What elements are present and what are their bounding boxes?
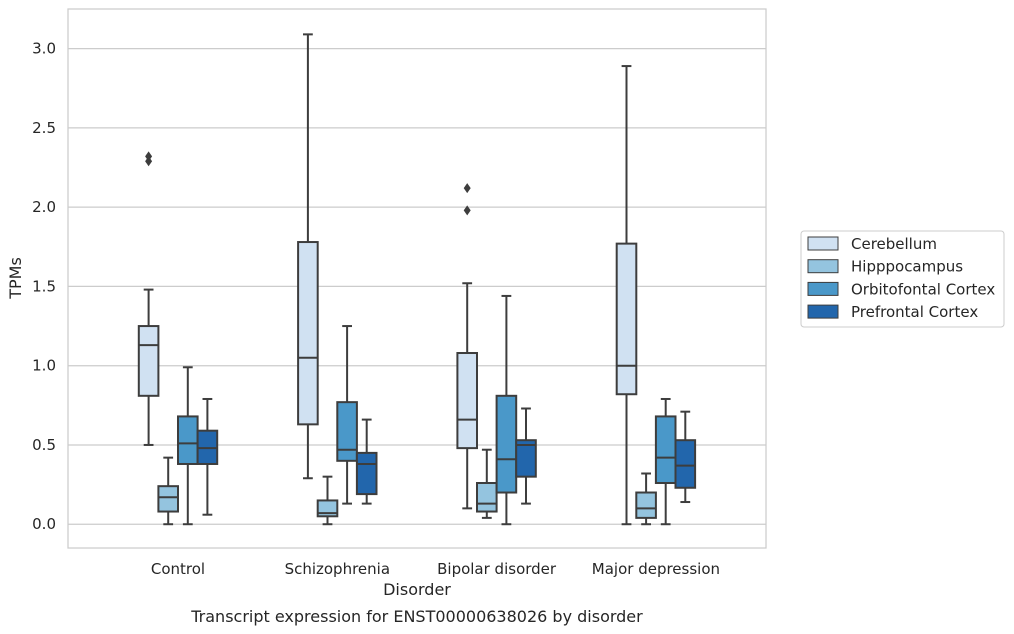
box-iqr	[635, 491, 657, 519]
legend: Cerebellum Hipppocampus Orbitofontal Corte…	[800, 230, 1005, 328]
y-tick-label: 1.0	[32, 357, 56, 375]
box-iqr	[654, 415, 677, 485]
boxes	[137, 33, 697, 526]
chart-caption: Transcript expression for ENST0000063802…	[190, 607, 643, 626]
box-iqr	[297, 241, 319, 426]
box-iqr	[495, 394, 518, 494]
box-1-2	[336, 325, 358, 505]
box-iqr	[177, 415, 199, 465]
y-tick-label: 1.5	[32, 277, 56, 295]
box-3-0	[615, 65, 638, 526]
box-iqr	[515, 439, 537, 478]
box-iqr	[336, 401, 358, 462]
y-tick-label: 3.0	[32, 40, 56, 58]
x-tick-label: Schizophrenia	[285, 560, 390, 578]
box-iqr	[476, 482, 498, 513]
box-0-3	[196, 397, 219, 516]
box-iqr	[157, 485, 179, 513]
outlier-point	[463, 205, 471, 216]
box-0-1	[157, 456, 179, 526]
y-tick-label: 0.5	[32, 436, 56, 454]
y-tick-labels: 0.0 0.5 1.0 1.5 2.0 2.5 3.0	[32, 40, 56, 534]
box-iqr	[615, 242, 638, 396]
box-2-3	[515, 407, 537, 505]
y-tick-label: 2.0	[32, 198, 56, 216]
legend-label: Orbitofontal Cortex	[851, 280, 995, 298]
legend-label: Hipppocampus	[851, 258, 963, 276]
outlier-point	[463, 183, 471, 194]
y-tick-label: 2.5	[32, 119, 56, 137]
box-1-3	[355, 418, 378, 505]
x-tick-label: Control	[151, 560, 205, 578]
legend-swatch	[807, 281, 839, 296]
box-3-3	[674, 410, 697, 504]
box-0-0	[137, 151, 160, 446]
legend-frame	[800, 230, 1005, 328]
legend-label: Cerebellum	[851, 235, 937, 253]
y-tick-label: 0.0	[32, 515, 56, 533]
box-2-1	[476, 448, 498, 519]
legend-swatch	[807, 259, 839, 274]
box-1-0	[297, 33, 319, 480]
box-iqr	[674, 439, 697, 489]
box-iqr	[456, 352, 478, 450]
x-tick-label: Bipolar disorder	[437, 560, 557, 578]
outlier-point	[145, 151, 153, 162]
box-2-0	[456, 183, 478, 510]
x-tick-label: Major depression	[592, 560, 720, 578]
legend-label: Prefrontal Cortex	[851, 303, 978, 321]
legend-swatch	[807, 236, 839, 251]
box-1-1	[316, 475, 339, 526]
x-axis-title: Disorder	[383, 580, 451, 599]
x-tick-labels: Control Schizophrenia Bipolar disorder Majo…	[151, 560, 720, 578]
box-3-1	[635, 472, 657, 526]
box-iqr	[137, 325, 160, 397]
y-axis-title: TPMs	[6, 257, 25, 300]
legend-swatch	[807, 304, 839, 319]
box-iqr	[355, 451, 378, 496]
